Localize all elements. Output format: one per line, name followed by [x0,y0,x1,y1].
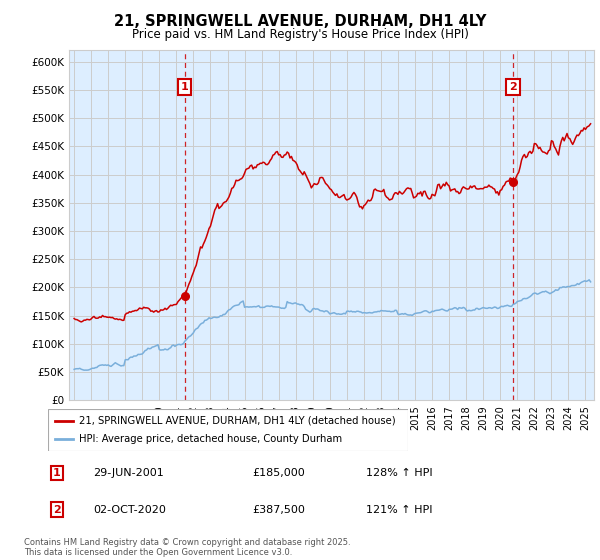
Text: Contains HM Land Registry data © Crown copyright and database right 2025.
This d: Contains HM Land Registry data © Crown c… [24,538,350,557]
Text: Price paid vs. HM Land Registry's House Price Index (HPI): Price paid vs. HM Land Registry's House … [131,28,469,41]
Text: 02-OCT-2020: 02-OCT-2020 [93,505,166,515]
Text: 1: 1 [53,468,61,478]
Text: 121% ↑ HPI: 121% ↑ HPI [366,505,433,515]
FancyBboxPatch shape [48,409,408,451]
Text: 2: 2 [53,505,61,515]
Text: £185,000: £185,000 [252,468,305,478]
Text: 21, SPRINGWELL AVENUE, DURHAM, DH1 4LY: 21, SPRINGWELL AVENUE, DURHAM, DH1 4LY [114,14,486,29]
Text: 21, SPRINGWELL AVENUE, DURHAM, DH1 4LY (detached house): 21, SPRINGWELL AVENUE, DURHAM, DH1 4LY (… [79,416,395,426]
Text: HPI: Average price, detached house, County Durham: HPI: Average price, detached house, Coun… [79,434,342,444]
Text: 128% ↑ HPI: 128% ↑ HPI [366,468,433,478]
Text: £387,500: £387,500 [252,505,305,515]
Text: 29-JUN-2001: 29-JUN-2001 [93,468,164,478]
Text: 1: 1 [181,82,188,92]
Text: 2: 2 [509,82,517,92]
